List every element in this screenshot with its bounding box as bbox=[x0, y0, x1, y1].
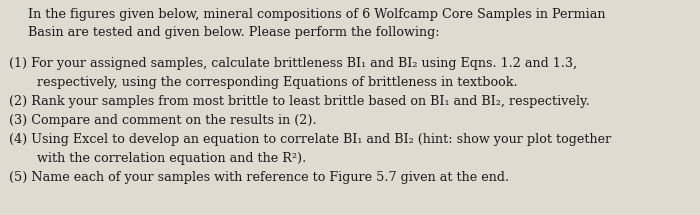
Text: In the figures given below, mineral compositions of 6 Wolfcamp Core Samples in P: In the figures given below, mineral comp… bbox=[28, 8, 606, 20]
Text: (4) Using Excel to develop an equation to correlate BI₁ and BI₂ (hint: show your: (4) Using Excel to develop an equation t… bbox=[9, 133, 611, 146]
Text: respectively, using the corresponding Equations of brittleness in textbook.: respectively, using the corresponding Eq… bbox=[37, 76, 518, 89]
Text: Basin are tested and given below. Please perform the following:: Basin are tested and given below. Please… bbox=[28, 26, 440, 39]
Text: (2) Rank your samples from most brittle to least brittle based on BI₁ and BI₂, r: (2) Rank your samples from most brittle … bbox=[9, 95, 590, 108]
Text: with the correlation equation and the R²).: with the correlation equation and the R²… bbox=[37, 152, 307, 165]
Text: (5) Name each of your samples with reference to Figure 5.7 given at the end.: (5) Name each of your samples with refer… bbox=[9, 171, 509, 184]
Text: (1) For your assigned samples, calculate brittleness BI₁ and BI₂ using Eqns. 1.2: (1) For your assigned samples, calculate… bbox=[9, 57, 578, 70]
Text: (3) Compare and comment on the results in (2).: (3) Compare and comment on the results i… bbox=[9, 114, 316, 127]
